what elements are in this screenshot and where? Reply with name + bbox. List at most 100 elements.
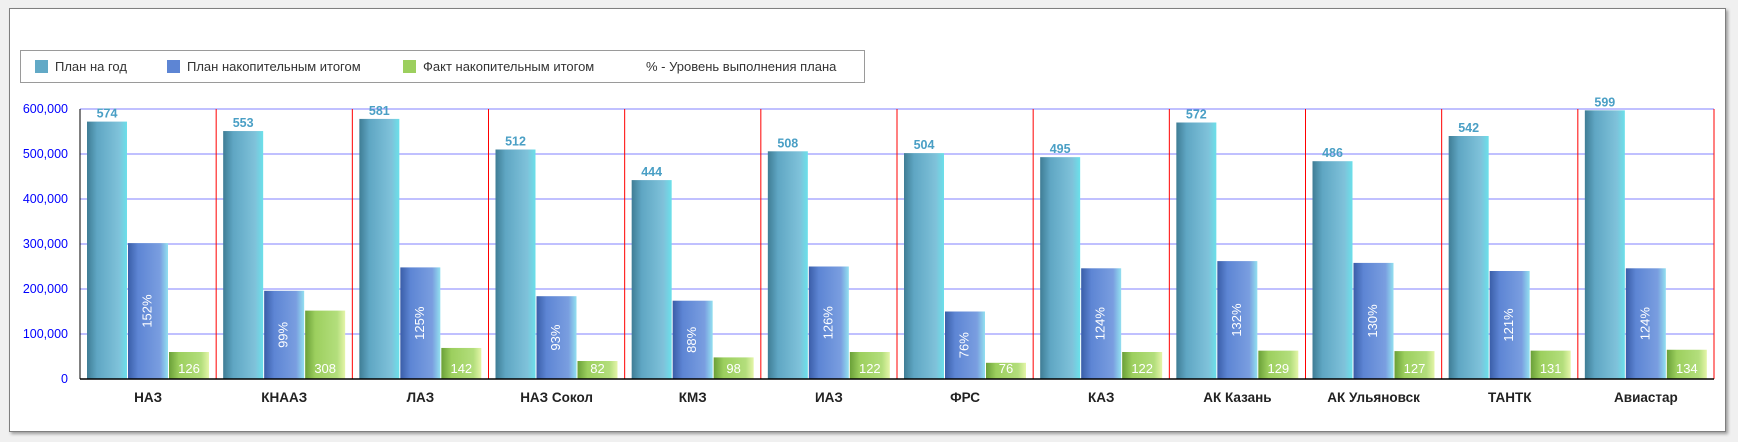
plan-year-bar[interactable] bbox=[1584, 110, 1625, 379]
percent-data-label: 152% bbox=[139, 294, 154, 328]
fact-cumulative-bar[interactable] bbox=[713, 357, 754, 379]
percent-data-label: 126% bbox=[820, 306, 835, 340]
legend-swatch-plan-cumulative bbox=[167, 60, 180, 73]
fact-data-label: 76 bbox=[999, 361, 1013, 376]
plan-year-bar[interactable] bbox=[1176, 122, 1217, 380]
x-tick-label: ФРС bbox=[950, 390, 980, 405]
legend-label-plan-cumulative: План накопительным итогом bbox=[187, 59, 361, 74]
legend-item-plan-year[interactable]: План на год bbox=[35, 51, 127, 82]
plan-year-data-label: 512 bbox=[505, 135, 526, 149]
plan-year-bar[interactable] bbox=[1312, 161, 1353, 379]
percent-data-label: 76% bbox=[956, 332, 971, 358]
percent-data-label: 132% bbox=[1229, 303, 1244, 337]
legend-label-fact-cumulative: Факт накопительным итогом bbox=[423, 59, 595, 74]
fact-data-label: 131 bbox=[1540, 361, 1562, 376]
x-tick-label: АК Ульяновск bbox=[1327, 390, 1420, 405]
y-tick-label: 0 bbox=[61, 372, 68, 386]
y-tick-label: 500,000 bbox=[23, 147, 68, 161]
fact-cumulative-bar[interactable] bbox=[986, 362, 1026, 379]
plan-cumulative-bar[interactable] bbox=[1353, 262, 1394, 379]
plan-cumulative-bar[interactable] bbox=[672, 300, 713, 379]
y-tick-label: 600,000 bbox=[23, 102, 68, 116]
fact-data-label: 134 bbox=[1676, 361, 1698, 376]
x-tick-label: КАЗ bbox=[1088, 390, 1114, 405]
x-tick-label: ИАЗ bbox=[815, 390, 843, 405]
plan-year-bar[interactable] bbox=[767, 151, 808, 379]
x-tick-label: Авиастар bbox=[1614, 390, 1678, 405]
plan-year-data-label: 444 bbox=[641, 165, 662, 179]
fact-cumulative-bar[interactable] bbox=[849, 352, 890, 379]
fact-cumulative-bar[interactable] bbox=[1258, 350, 1299, 379]
x-tick-label: НАЗ Сокол bbox=[520, 390, 593, 405]
plan-year-data-label: 495 bbox=[1050, 142, 1071, 156]
percent-data-label: 93% bbox=[548, 324, 563, 350]
fact-cumulative-bar[interactable] bbox=[1666, 349, 1707, 379]
plan-year-bar[interactable] bbox=[359, 118, 400, 380]
percent-data-label: 99% bbox=[276, 321, 291, 347]
legend-item-percent-note: % - Уровень выполнения плана bbox=[646, 51, 836, 82]
plan-cumulative-bar[interactable] bbox=[1489, 271, 1530, 379]
percent-data-label: 125% bbox=[412, 306, 427, 340]
plan-year-data-label: 508 bbox=[777, 136, 798, 150]
y-tick-label: 100,000 bbox=[23, 327, 68, 341]
plan-year-bar[interactable] bbox=[495, 149, 536, 380]
fact-data-label: 142 bbox=[450, 361, 472, 376]
plan-cumulative-bar[interactable] bbox=[1217, 261, 1258, 379]
legend-label-plan-year: План на год bbox=[55, 59, 127, 74]
fact-data-label: 126 bbox=[178, 361, 200, 376]
plan-cumulative-bar[interactable] bbox=[1081, 268, 1122, 379]
fact-data-label: 122 bbox=[859, 361, 881, 376]
plan-year-data-label: 504 bbox=[914, 138, 935, 152]
fact-cumulative-bar[interactable] bbox=[1394, 351, 1435, 379]
plan-cumulative-bar[interactable] bbox=[400, 267, 441, 379]
legend-item-plan-cumulative[interactable]: План накопительным итогом bbox=[167, 51, 361, 82]
plan-year-data-label: 599 bbox=[1594, 95, 1615, 109]
percent-data-label: 130% bbox=[1365, 304, 1380, 338]
plan-year-bar[interactable] bbox=[223, 131, 264, 379]
x-tick-label: КМЗ bbox=[679, 390, 707, 405]
plan-year-data-label: 486 bbox=[1322, 146, 1343, 160]
percent-data-label: 124% bbox=[1637, 307, 1652, 341]
fact-data-label: 127 bbox=[1404, 361, 1426, 376]
x-tick-label: АК Казань bbox=[1203, 390, 1271, 405]
x-tick-label: ТАНТК bbox=[1488, 390, 1532, 405]
plan-year-bar[interactable] bbox=[1448, 136, 1489, 379]
plan-year-data-label: 572 bbox=[1186, 108, 1207, 122]
fact-cumulative-bar[interactable] bbox=[1530, 350, 1571, 379]
x-tick-label: ЛАЗ bbox=[407, 390, 435, 405]
fact-cumulative-bar[interactable] bbox=[577, 361, 618, 379]
fact-cumulative-bar[interactable] bbox=[1122, 352, 1163, 379]
plan-year-bar[interactable] bbox=[631, 180, 672, 379]
plan-cumulative-bar[interactable] bbox=[808, 266, 849, 380]
percent-data-label: 121% bbox=[1501, 308, 1516, 342]
plan-cumulative-bar[interactable] bbox=[128, 243, 168, 379]
y-tick-label: 200,000 bbox=[23, 282, 68, 296]
fact-cumulative-bar[interactable] bbox=[305, 310, 346, 379]
fact-cumulative-bar[interactable] bbox=[441, 347, 482, 379]
x-tick-label: КНААЗ bbox=[261, 390, 307, 405]
percent-data-label: 88% bbox=[684, 326, 699, 352]
fact-data-label: 308 bbox=[314, 361, 336, 376]
legend-item-fact-cumulative[interactable]: Факт накопительным итогом bbox=[403, 51, 594, 82]
plan-cumulative-bar[interactable] bbox=[945, 311, 985, 380]
fact-data-label: 82 bbox=[590, 361, 604, 376]
plan-year-data-label: 542 bbox=[1458, 121, 1479, 135]
plan-cumulative-bar[interactable] bbox=[1625, 268, 1666, 379]
x-tick-label: НАЗ bbox=[134, 390, 162, 405]
legend-label-percent-note: % - Уровень выполнения плана bbox=[646, 59, 837, 74]
plan-year-bar[interactable] bbox=[1040, 157, 1081, 379]
plan-year-data-label: 581 bbox=[369, 104, 390, 118]
plan-cumulative-bar[interactable] bbox=[536, 296, 577, 379]
plan-year-bar[interactable] bbox=[87, 121, 127, 379]
y-tick-label: 400,000 bbox=[23, 192, 68, 206]
chart-legend: План на год План накопительным итогом Фа… bbox=[20, 50, 865, 83]
fact-data-label: 98 bbox=[726, 361, 740, 376]
y-tick-label: 300,000 bbox=[23, 237, 68, 251]
plan-year-bar[interactable] bbox=[904, 153, 944, 379]
plan-year-data-label: 553 bbox=[233, 116, 254, 130]
plan-cumulative-bar[interactable] bbox=[264, 290, 305, 379]
fact-data-label: 122 bbox=[1131, 361, 1153, 376]
fact-cumulative-bar[interactable] bbox=[169, 352, 209, 379]
legend-swatch-fact-cumulative bbox=[403, 60, 416, 73]
